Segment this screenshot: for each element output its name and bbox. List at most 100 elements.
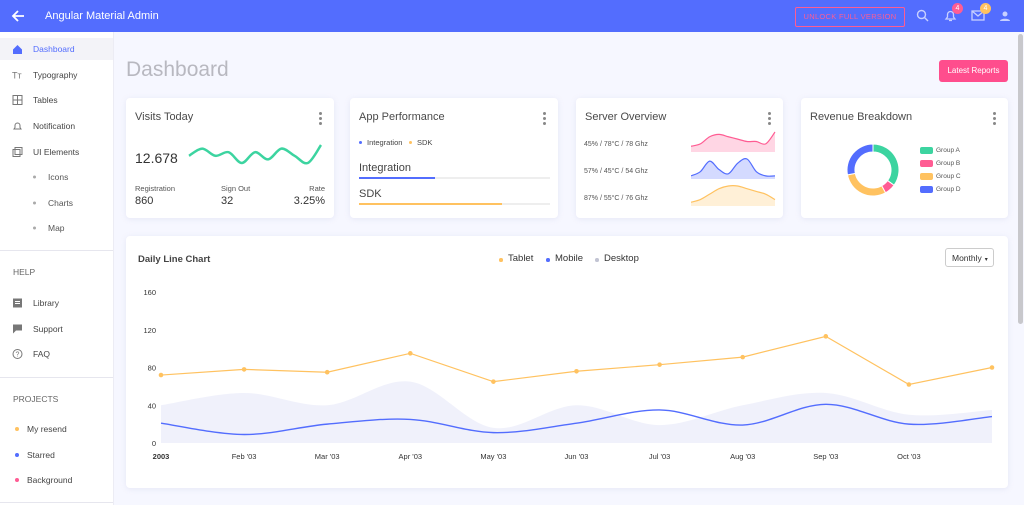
nav-item[interactable]: Library — [33, 298, 59, 308]
x-tick-label: 2003 — [153, 452, 170, 461]
y-tick-label: 120 — [143, 326, 156, 335]
point — [906, 382, 912, 387]
donut-slice — [846, 172, 887, 197]
notifications-button[interactable] — [944, 9, 957, 23]
legend-label: SDK — [417, 138, 433, 147]
legend-dot — [546, 258, 550, 262]
point — [574, 368, 579, 374]
nav-icon — [12, 146, 23, 157]
sidebar: Dashboard Tт Typography Tables Notification U… — [0, 32, 114, 505]
nav-icon — [13, 122, 22, 130]
nav-item[interactable]: FAQ — [33, 349, 51, 360]
card-menu[interactable] — [768, 112, 771, 127]
period-select[interactable]: Monthly ▾ — [945, 248, 994, 267]
legend-label: Group C — [936, 172, 961, 180]
card-title: Revenue Breakdown — [810, 111, 913, 123]
point — [324, 369, 330, 375]
y-tick-label: 80 — [148, 364, 156, 373]
x-tick-label: Jun '03 — [565, 452, 589, 461]
nav-item[interactable]: Notification — [33, 121, 76, 132]
nav-subitem[interactable]: Icons — [48, 172, 69, 182]
nav-icon: ? — [12, 349, 23, 360]
project-item[interactable]: Starred — [27, 449, 55, 460]
point — [740, 354, 745, 360]
nav-item[interactable]: Typography — [33, 69, 78, 80]
project-item[interactable]: Background — [27, 475, 73, 486]
top-bar: Angular Material Admin UNLOCK FULL VERSI… — [0, 0, 1024, 32]
scrollbar[interactable] — [1018, 34, 1023, 324]
point — [158, 372, 164, 378]
nav-item[interactable]: UI Elements — [33, 146, 80, 157]
card-menu[interactable] — [543, 112, 546, 127]
legend-swatch — [920, 186, 933, 193]
nav-bullet — [33, 226, 36, 230]
point — [241, 367, 247, 372]
back-button[interactable] — [11, 9, 25, 23]
point — [408, 351, 413, 356]
x-tick-label: May '03 — [480, 452, 506, 461]
nav-icon — [13, 45, 22, 54]
server-area — [691, 132, 775, 152]
nav-item[interactable]: Support — [33, 323, 63, 334]
nav-icon: Tт — [12, 70, 22, 80]
nav-subitem[interactable]: Map — [48, 223, 65, 234]
project-dot — [15, 427, 19, 431]
visits-card: Visits Today 12.678 Registration 860 Sign … — [126, 98, 334, 218]
legend-label: Group B — [936, 159, 961, 167]
nav-icon — [12, 95, 23, 106]
profile-button[interactable] — [999, 10, 1011, 22]
server-line — [691, 158, 776, 177]
stat-value: 860 — [135, 195, 154, 207]
visits-total: 12.678 — [135, 150, 178, 166]
page-title: Dashboard — [126, 58, 229, 81]
project-dot — [15, 478, 19, 483]
divider — [0, 377, 113, 378]
card-title: Server Overview — [585, 111, 667, 123]
progress-track — [359, 177, 550, 179]
legend-label: Tablet — [508, 253, 534, 264]
messages-badge: 4 — [980, 3, 991, 14]
y-tick-label: 40 — [148, 401, 156, 410]
revenue-card: Revenue Breakdown Group A Group B Group C G… — [801, 98, 1008, 218]
daily-line-chart: 0 40 80 120 160 2003 Feb '03 Mar '03 Apr '03 May … — [143, 288, 995, 461]
server-area — [691, 185, 775, 206]
legend-label: Group D — [936, 185, 961, 193]
line — [160, 403, 993, 436]
performance-card: App Performance Integration Integration SD… — [350, 98, 558, 218]
server-stat: 57% / 45°C / 54 Ghz — [584, 168, 648, 175]
nav-item[interactable]: Tables — [33, 95, 58, 106]
card-menu[interactable] — [319, 112, 322, 127]
card-title: App Performance — [359, 111, 445, 123]
legend-dot — [499, 258, 503, 262]
project-item[interactable]: My resend — [27, 424, 67, 434]
legend-label: Mobile — [555, 253, 583, 264]
donut-slice — [872, 143, 900, 186]
nav-item[interactable]: Dashboard — [33, 44, 75, 54]
progress-bar — [359, 177, 436, 179]
nav-bullet — [33, 201, 36, 205]
search-button[interactable] — [916, 9, 929, 22]
point — [491, 379, 496, 384]
latest-reports-button[interactable]: Latest Reports — [939, 60, 1008, 82]
x-tick-label: Mar '03 — [315, 452, 340, 461]
daily-chart-card: Daily Line Chart Monthly ▾ Tablet Mobile De… — [126, 236, 1008, 488]
legend-dot — [595, 258, 599, 262]
legend-dot — [359, 141, 362, 144]
point — [823, 334, 829, 339]
svg-text:?: ? — [16, 352, 20, 359]
x-tick-label: Sep '03 — [813, 452, 838, 461]
visits-sparkline — [188, 144, 323, 165]
nav-bullet — [33, 175, 36, 179]
server-sparkline — [691, 158, 776, 179]
stat-label: Rate — [309, 184, 325, 193]
nav-active-bg — [0, 38, 113, 60]
section-heading: HELP — [13, 267, 36, 277]
chart-title: Daily Line Chart — [138, 254, 211, 265]
legend-swatch — [920, 160, 933, 167]
server-sparkline — [691, 185, 776, 206]
card-menu[interactable] — [993, 112, 996, 127]
unlock-button[interactable]: UNLOCK FULL VERSION — [795, 7, 905, 27]
server-line — [691, 185, 776, 203]
legend-label: Group A — [936, 146, 960, 154]
nav-subitem[interactable]: Charts — [48, 197, 74, 208]
